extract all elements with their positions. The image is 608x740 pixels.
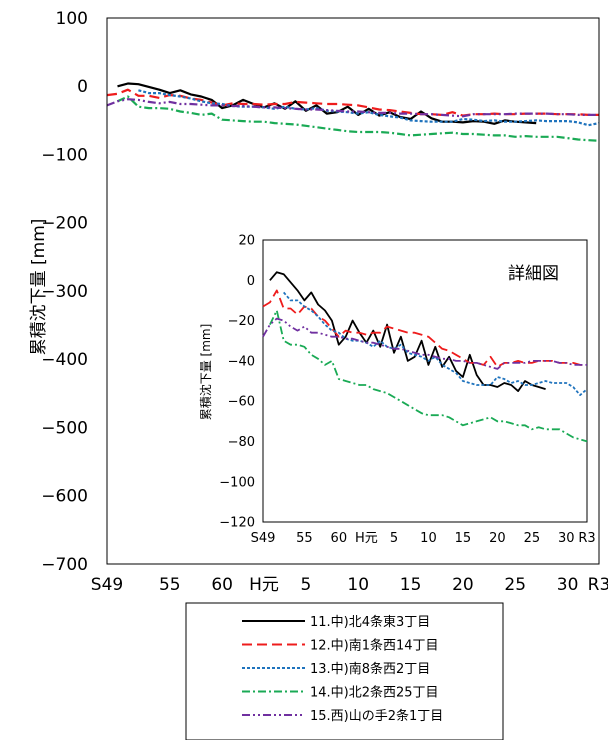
inset-background <box>196 226 592 556</box>
inset-plot-lines <box>262 271 588 443</box>
main-y-tick-label: −600 <box>41 487 88 507</box>
main-y-ticks: 100 0 −100 −200 −300 −400 −500 −600 −700 <box>41 9 88 575</box>
inset-series-line-3 <box>283 291 588 397</box>
inset-x-tick-label: 25 <box>524 531 541 546</box>
inset-y-axis-title: 累積沈下量 [mm] <box>198 324 213 421</box>
main-y-tick-label: −500 <box>41 418 88 438</box>
main-y-tick-label: 100 <box>56 9 88 29</box>
inset-x-tick-label: 55 <box>296 531 313 546</box>
legend-entries: 11.中)北4条東3丁目 12.中)南1条西14丁目 13.中)南8条西2丁目 14.… <box>242 614 443 724</box>
main-y-tick-label: −100 <box>41 145 88 165</box>
inset-y-tick-label: 0 <box>247 274 255 289</box>
inset-x-tick-label: 10 <box>420 531 437 546</box>
main-series-line-1 <box>117 82 537 125</box>
main-y-tick-label: −300 <box>41 282 88 302</box>
legend-label-5: 15.西)山の手2条1丁目 <box>310 708 443 724</box>
legend-label-1: 11.中)北4条東3丁目 <box>310 614 430 630</box>
inset-x-tick-label: 20 <box>489 531 506 546</box>
inset-series-line-1 <box>269 271 546 393</box>
inset-y-tick-label: −60 <box>228 395 255 410</box>
main-x-tick-label: R3 <box>588 575 608 595</box>
main-x-tick-label: 60 <box>211 575 233 595</box>
main-x-tick-label: 20 <box>452 575 474 595</box>
main-x-ticks: S49 55 60 H元 5 10 15 20 25 30 R3 <box>91 575 608 595</box>
inset-y-ticks: 20 0 −20 −40 −60 −80 −100 −120 <box>219 234 255 531</box>
inset-x-tick-label: S49 <box>251 531 276 546</box>
legend: 11.中)北4条東3丁目 12.中)南1条西14丁目 13.中)南8条西2丁目 14.… <box>185 602 504 740</box>
inset-x-tick-label: 5 <box>390 531 398 546</box>
inset-y-tick-label: −40 <box>228 354 255 369</box>
inset-x-ticks: S49 55 60 H元 5 10 15 20 25 30 R3 <box>251 531 596 546</box>
main-y-tick-label: −200 <box>41 214 88 234</box>
inset-y-tick-label: −80 <box>228 435 255 450</box>
main-y-tick-label: −400 <box>41 350 88 370</box>
main-plot-frame <box>106 17 600 565</box>
main-y-axis-title: 累積沈下量 [mm] <box>29 219 49 356</box>
main-x-tick-label: 30 <box>557 575 579 595</box>
inset-x-tick-label: 15 <box>455 531 472 546</box>
legend-label-2: 12.中)南1条西14丁目 <box>310 638 439 654</box>
main-x-tick-label: 5 <box>300 575 311 595</box>
inset-x-tick-label: 60 <box>331 531 348 546</box>
legend-label-4: 14.中)北2条西25丁目 <box>310 685 439 701</box>
inset-y-tick-label: −20 <box>228 314 255 329</box>
inset-x-tick-label: H元 <box>355 531 378 546</box>
inset-y-tick-label: 20 <box>238 234 255 249</box>
inset-x-tick-label: R3 <box>578 531 595 546</box>
main-x-tick-label: 55 <box>159 575 181 595</box>
legend-label-3: 13.中)南8条西2丁目 <box>310 661 430 677</box>
main-plot-lines <box>106 82 600 142</box>
main-series-line-4 <box>117 95 600 142</box>
main-x-tick-label: S49 <box>91 575 123 595</box>
main-y-tick-label: 0 <box>77 77 88 97</box>
legend-box <box>185 602 504 740</box>
main-x-tick-label: 10 <box>347 575 369 595</box>
main-chart: 累積沈下量 [mm] 1000−100−200−300−400−500−600−… <box>29 9 608 595</box>
inset-y-tick-label: −120 <box>219 516 255 531</box>
inset-title: 詳細図 <box>508 264 559 284</box>
inset-series-line-5 <box>262 317 587 370</box>
inset-plot-frame <box>262 239 588 523</box>
main-x-tick-label: 25 <box>504 575 526 595</box>
main-x-tick-label: H元 <box>249 575 279 595</box>
inset-chart: 詳細図 累積沈下量 [mm] 20 0 −20 −40 −60 −80 −100 −120 S… <box>196 226 596 556</box>
main-y-tick-label: −700 <box>41 555 88 575</box>
main-x-tick-label: 15 <box>400 575 422 595</box>
inset-x-tick-label: 30 <box>558 531 575 546</box>
main-series-line-5 <box>106 98 599 118</box>
inset-y-tick-label: −100 <box>219 475 255 490</box>
